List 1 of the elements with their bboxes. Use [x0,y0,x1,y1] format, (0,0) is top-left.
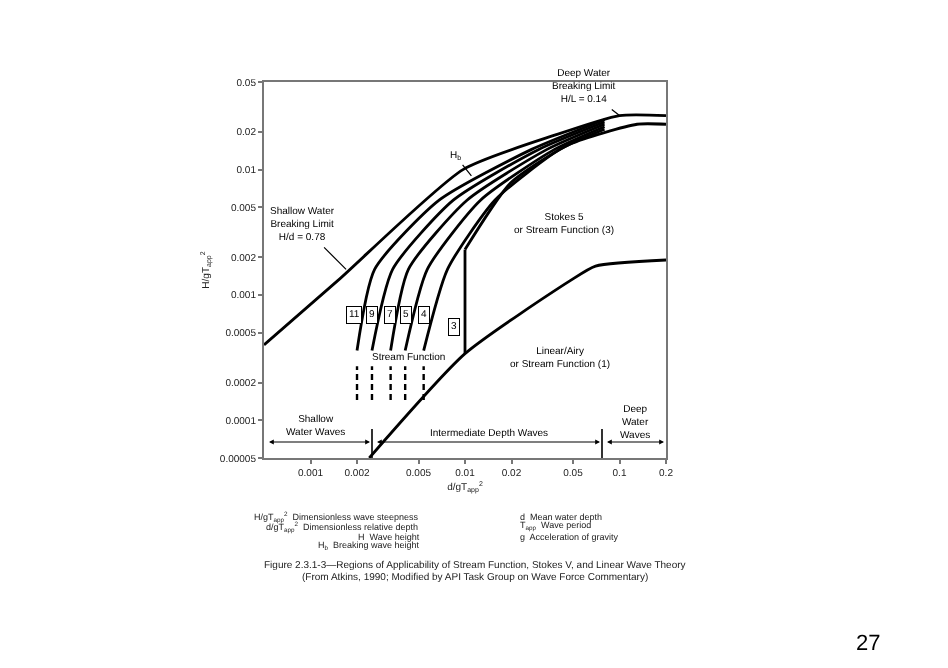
text: 27 [856,632,881,656]
